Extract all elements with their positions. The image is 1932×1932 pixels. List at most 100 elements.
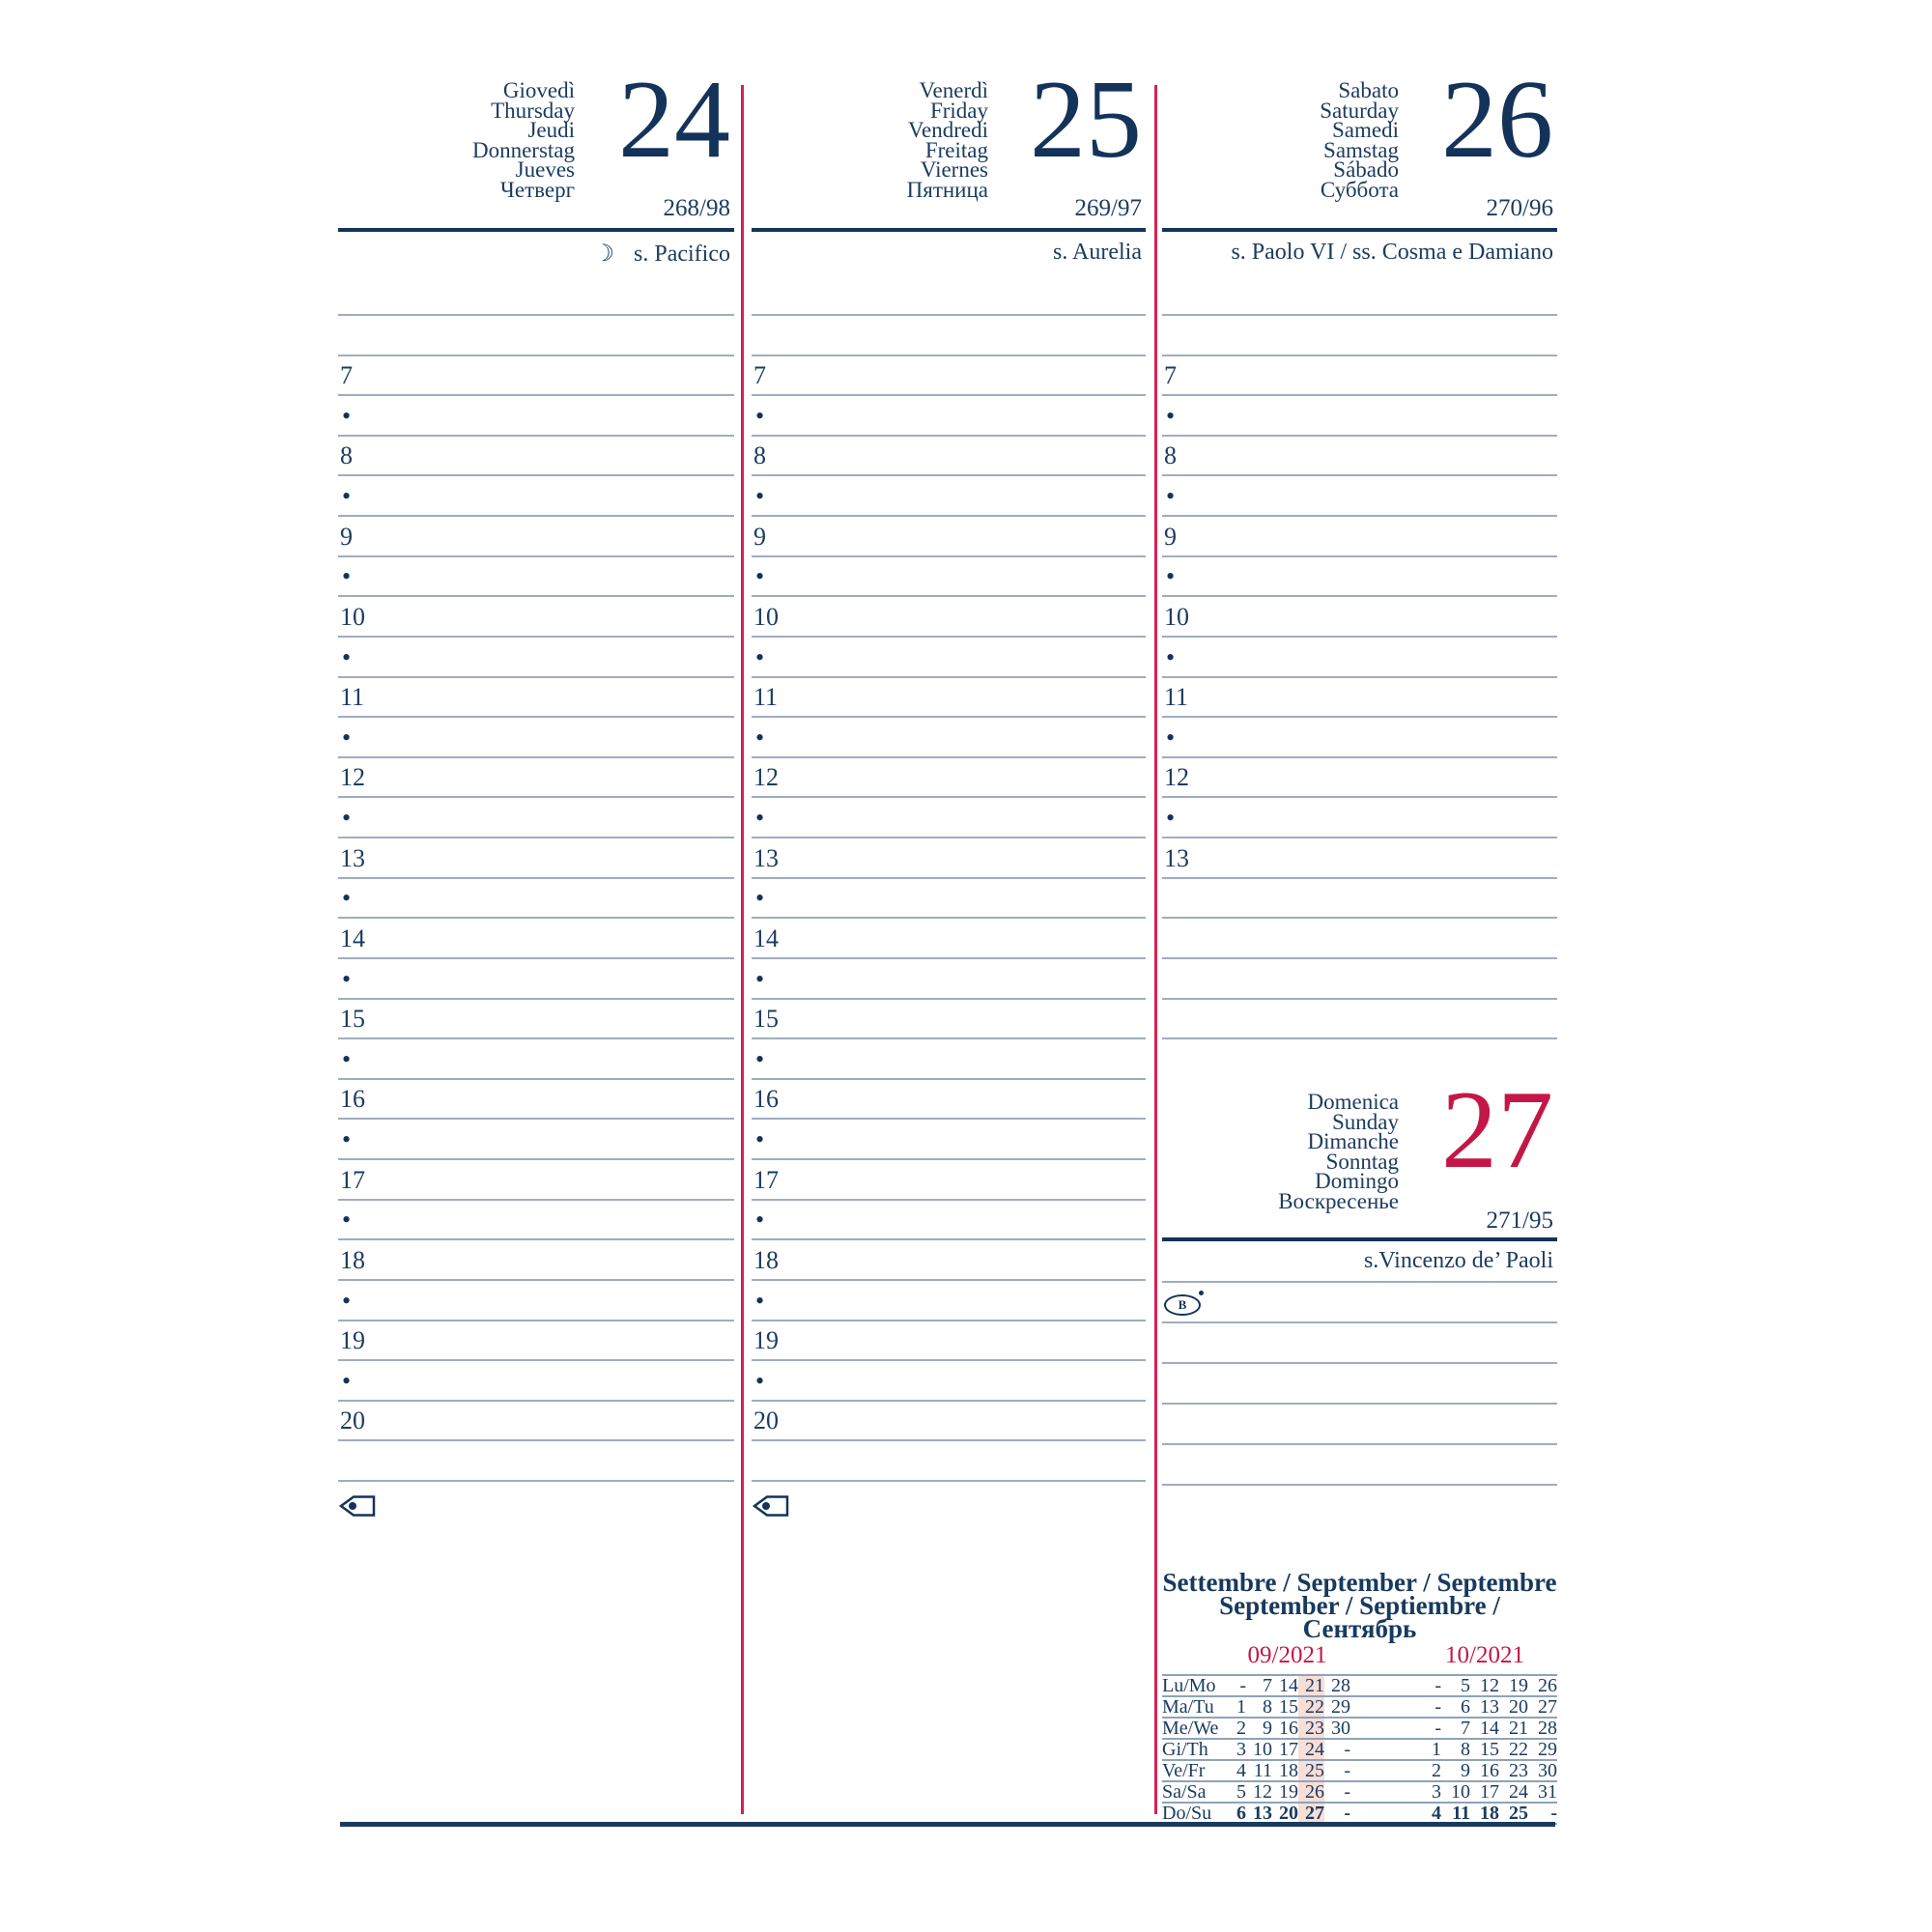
hour-label: 10 — [1164, 603, 1189, 631]
hour-label: 7 — [340, 361, 353, 389]
mini-calendar-oct-cell: 18 — [1480, 1803, 1499, 1824]
schedule-line — [338, 1238, 734, 1240]
mini-calendar-oct-cell: 28 — [1538, 1718, 1557, 1739]
schedule-line — [752, 595, 1146, 597]
header-rule — [752, 228, 1146, 232]
mini-calendar-oct-cell: - — [1435, 1675, 1441, 1696]
schedule-line — [338, 636, 734, 638]
schedule-line — [338, 314, 734, 316]
mini-calendar-oct-cell: 27 — [1538, 1696, 1557, 1718]
hour-label: 9 — [340, 523, 353, 551]
schedule-line — [1162, 314, 1557, 316]
mini-calendar-sep-cell: 30 — [1331, 1718, 1350, 1739]
schedule-line — [1162, 998, 1557, 1000]
mini-calendar-oct-cell: 19 — [1509, 1675, 1528, 1696]
schedule-line — [1162, 917, 1557, 919]
hour-label: 12 — [1164, 763, 1189, 791]
day-name-line: Jeudi — [527, 118, 575, 142]
mini-calendar-oct-cell: 10 — [1451, 1781, 1470, 1803]
schedule-line — [338, 435, 734, 437]
day-of-year: 268/98 — [663, 195, 730, 221]
hour-label: 18 — [753, 1246, 779, 1274]
hour-label: 11 — [340, 683, 365, 711]
day-name-line: Giovedì — [502, 78, 575, 102]
day-name-line: Четверг — [499, 177, 575, 202]
schedule-line — [752, 474, 1146, 476]
schedule-line — [338, 1037, 734, 1039]
day-name-line: Jueves — [515, 157, 575, 182]
mini-calendar-oct-cell: 21 — [1509, 1718, 1528, 1739]
hour-label: 19 — [753, 1326, 779, 1354]
hour-label: 13 — [1164, 844, 1189, 872]
mini-calendar-row: Gi/Th 3 10 17 24 - 1 8 15 22 29 — [1162, 1738, 1557, 1760]
schedule-line — [752, 1480, 1146, 1482]
note-line — [1162, 1321, 1557, 1323]
day-name-line: Viernes — [920, 157, 988, 182]
day-name-line: Samedi — [1332, 118, 1399, 142]
mini-calendar-oct-cell: 1 — [1432, 1739, 1441, 1760]
mini-calendar-sep-cell: 4 — [1236, 1760, 1246, 1781]
schedule-line — [752, 1320, 1146, 1321]
hour-label: 9 — [753, 523, 766, 551]
schedule-line — [752, 1400, 1146, 1402]
mini-calendar-oct-cell: 9 — [1461, 1760, 1470, 1781]
schedule-line — [338, 756, 734, 758]
half-hour-marker: • — [342, 804, 352, 832]
day-name-line: Sábado — [1333, 157, 1399, 182]
schedule-line — [338, 1118, 734, 1120]
mini-calendar-day-label: Ve/Fr — [1162, 1759, 1206, 1781]
schedule-line — [752, 1078, 1146, 1080]
schedule-line — [1162, 1037, 1557, 1039]
page-bottom-rule — [340, 1822, 1555, 1827]
mini-calendar-sep-cell: - — [1344, 1739, 1350, 1760]
mini-calendar-sep-cell: 25 — [1298, 1761, 1324, 1780]
hour-label: 19 — [340, 1326, 365, 1354]
note-line — [1162, 1484, 1557, 1486]
schedule-line — [1162, 515, 1557, 517]
day-number: 24 — [618, 58, 730, 182]
schedule-line — [1162, 957, 1557, 959]
mini-calendar-sep-cell: - — [1344, 1781, 1350, 1803]
half-hour-marker: • — [755, 482, 765, 510]
schedule-line — [752, 394, 1146, 396]
mini-calendar-sep-cell: 11 — [1253, 1760, 1272, 1781]
mini-calendar-oct-cell: 23 — [1509, 1760, 1528, 1781]
day-number: 25 — [1030, 58, 1142, 182]
half-hour-marker: • — [342, 1287, 352, 1315]
saint-name: s.Vincenzo de’ Paoli — [1363, 1248, 1553, 1273]
day-name-line: Domenica — [1307, 1090, 1399, 1114]
header-rule — [338, 228, 734, 232]
day-of-year: 269/97 — [1074, 195, 1142, 221]
mini-calendar-sep-cell: 7 — [1263, 1675, 1272, 1696]
mini-calendar-oct-cell: 24 — [1509, 1781, 1528, 1803]
mini-calendar-row: Me/We 2 9 16 23 30 -7 14 21 28 — [1162, 1717, 1557, 1739]
half-hour-marker: • — [755, 1367, 765, 1395]
column-divider-line-2 — [1154, 85, 1157, 1814]
half-hour-marker: • — [755, 965, 765, 993]
mini-calendar-title-line2: September / Septiembre / Сентябрь — [1219, 1591, 1500, 1643]
mini-calendar-oct-cell: 29 — [1538, 1739, 1557, 1760]
day-name-line: Venerdì — [919, 78, 988, 102]
mini-calendar-oct-cell: 11 — [1452, 1803, 1470, 1824]
day-name-line: Vendredi — [907, 118, 988, 142]
day-name-line: Freitag — [924, 137, 988, 162]
mini-calendar-day-label: Do/Su — [1162, 1802, 1212, 1824]
saint-row: ☽ s. Pacifico — [594, 240, 731, 268]
hour-label: 8 — [340, 441, 353, 469]
day-of-year: 271/95 — [1486, 1208, 1553, 1234]
mini-calendar-row: Ve/Fr 4 11 18 25 - 2 9 16 23 30 — [1162, 1759, 1557, 1781]
half-hour-marker: • — [755, 562, 765, 590]
half-hour-marker: • — [755, 1125, 765, 1153]
mini-calendar-sep-cell: 21 — [1298, 1676, 1324, 1695]
schedule-line — [1162, 555, 1557, 557]
hour-label: 10 — [753, 603, 779, 631]
schedule-line — [338, 595, 734, 597]
mini-calendar-oct-cell: 22 — [1509, 1739, 1528, 1760]
mini-calendar-sep-cell: - — [1344, 1760, 1350, 1781]
schedule-line — [752, 1199, 1146, 1201]
half-hour-marker: • — [342, 1367, 352, 1395]
schedule-line — [752, 1158, 1146, 1160]
schedule-line — [338, 1199, 734, 1201]
hour-label: 8 — [753, 441, 766, 469]
mini-calendar-oct-cell: 12 — [1480, 1675, 1499, 1696]
